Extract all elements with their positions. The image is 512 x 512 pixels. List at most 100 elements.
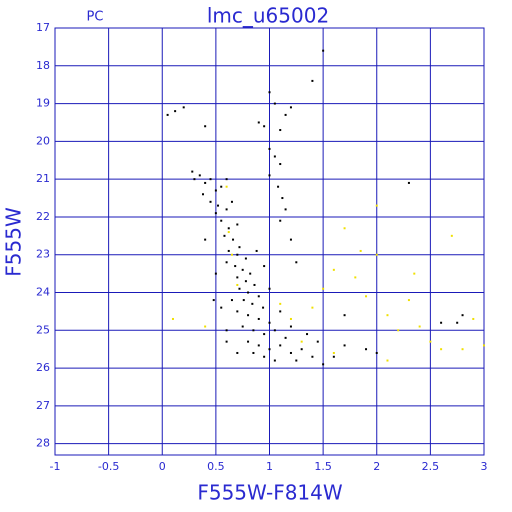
data-point bbox=[273, 102, 276, 105]
data-point bbox=[263, 125, 266, 128]
data-point bbox=[225, 261, 228, 264]
data-point bbox=[241, 268, 244, 271]
data-point bbox=[244, 257, 247, 260]
x-tick-label: 2 bbox=[373, 460, 380, 473]
data-point bbox=[418, 325, 421, 328]
y-tick-label: 18 bbox=[36, 59, 50, 72]
data-point bbox=[257, 317, 260, 320]
data-point bbox=[263, 333, 266, 336]
data-point bbox=[262, 306, 265, 309]
y-tick-label: 23 bbox=[36, 248, 50, 261]
data-point bbox=[247, 340, 250, 343]
data-point bbox=[255, 249, 258, 252]
data-point bbox=[214, 212, 217, 215]
data-point bbox=[284, 208, 287, 211]
data-point bbox=[227, 227, 230, 230]
data-point bbox=[300, 340, 303, 343]
data-point bbox=[230, 299, 233, 302]
data-point bbox=[279, 219, 282, 222]
x-tick-label: 1 bbox=[266, 460, 273, 473]
data-point bbox=[284, 336, 287, 339]
data-point bbox=[252, 329, 255, 332]
y-tick-label: 25 bbox=[36, 323, 50, 336]
data-point bbox=[166, 113, 169, 116]
data-point bbox=[279, 302, 282, 305]
data-point bbox=[289, 351, 292, 354]
data-point bbox=[311, 79, 314, 82]
data-point bbox=[241, 325, 244, 328]
data-point bbox=[365, 295, 368, 298]
y-tick-label: 26 bbox=[36, 361, 50, 374]
data-point bbox=[204, 238, 207, 241]
data-point bbox=[375, 351, 378, 354]
data-point bbox=[289, 238, 292, 241]
x-tick-label: -1 bbox=[50, 460, 61, 473]
x-tick-label: 0 bbox=[159, 460, 166, 473]
data-point bbox=[247, 314, 250, 317]
data-point bbox=[322, 287, 325, 290]
data-point bbox=[289, 106, 292, 109]
data-point bbox=[483, 344, 485, 347]
data-point bbox=[343, 344, 346, 347]
data-point bbox=[289, 325, 292, 328]
data-point bbox=[450, 234, 453, 237]
data-point bbox=[249, 272, 252, 275]
data-point bbox=[429, 340, 432, 343]
data-point bbox=[268, 321, 271, 324]
data-point bbox=[375, 253, 378, 256]
data-point bbox=[311, 306, 314, 309]
data-point bbox=[332, 268, 335, 271]
data-point bbox=[375, 204, 378, 207]
data-point bbox=[343, 314, 346, 317]
data-point bbox=[279, 129, 282, 132]
x-tick-label: 2.5 bbox=[422, 460, 440, 473]
data-point bbox=[198, 174, 201, 177]
y-tick-label: 28 bbox=[36, 437, 50, 450]
data-point bbox=[220, 219, 223, 222]
y-tick-label: 17 bbox=[36, 21, 50, 34]
data-point bbox=[461, 348, 464, 351]
data-point bbox=[279, 344, 282, 347]
data-point bbox=[284, 113, 287, 116]
data-point bbox=[397, 329, 400, 332]
data-point bbox=[236, 223, 239, 226]
data-point bbox=[268, 91, 271, 94]
data-point bbox=[236, 351, 239, 354]
data-point bbox=[268, 348, 271, 351]
data-point bbox=[252, 351, 255, 354]
data-point bbox=[227, 249, 230, 252]
data-point bbox=[236, 310, 239, 313]
data-point bbox=[306, 333, 309, 336]
chart-title: lmc_u65002 bbox=[207, 4, 329, 28]
x-tick-label: -0.5 bbox=[98, 460, 119, 473]
chart-subtitle: PC bbox=[87, 10, 104, 25]
data-point bbox=[332, 355, 335, 358]
x-tick-label: 3 bbox=[481, 460, 488, 473]
data-point bbox=[204, 325, 207, 328]
data-point bbox=[225, 329, 228, 332]
data-point bbox=[279, 163, 282, 166]
data-point bbox=[236, 276, 239, 279]
data-point bbox=[440, 348, 443, 351]
data-point bbox=[386, 359, 389, 362]
data-point bbox=[343, 227, 346, 230]
data-point bbox=[300, 348, 303, 351]
y-axis-label: F555W bbox=[2, 207, 26, 277]
x-axis-label: F555W-F814W bbox=[197, 481, 343, 505]
y-tick-label: 27 bbox=[36, 399, 50, 412]
data-point bbox=[202, 193, 205, 196]
data-point bbox=[472, 317, 475, 320]
data-point bbox=[407, 299, 410, 302]
data-point bbox=[273, 155, 276, 158]
data-point bbox=[191, 170, 194, 173]
data-point bbox=[440, 321, 443, 324]
data-point bbox=[238, 246, 241, 249]
data-point bbox=[204, 181, 207, 184]
data-point bbox=[225, 340, 228, 343]
x-tick-label: 0.5 bbox=[207, 460, 225, 473]
data-point bbox=[386, 314, 389, 317]
data-point bbox=[182, 106, 185, 109]
data-point bbox=[209, 200, 212, 203]
data-point bbox=[225, 185, 228, 188]
